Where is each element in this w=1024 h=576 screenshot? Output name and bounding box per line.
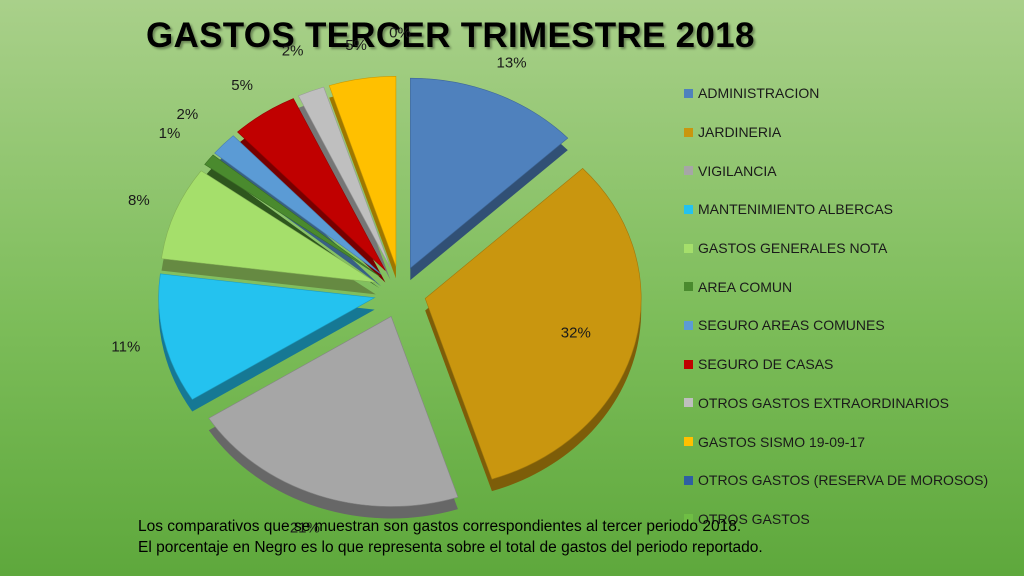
data-label-vigilancia: 21%: [290, 519, 320, 536]
legend-item-seguro-de-casas: SEGURO DE CASAS: [684, 345, 988, 384]
data-label-jardineria: 32%: [561, 324, 591, 341]
pie-chart: 13% 32% 21% 11% 8% 1% 2% 5% 2% 5% 0%: [111, 24, 642, 536]
data-label-mantenimiento-albercas: 11%: [111, 339, 140, 356]
data-label-otros-gastos-extraordinarios: 2%: [282, 43, 304, 60]
legend-item-otros-gastos-reserva-de-morosos: OTROS GASTOS (RESERVA DE MOROSOS): [684, 461, 988, 500]
legend-item-gastos-generales-nota: GASTOS GENERALES NOTA: [684, 229, 988, 268]
legend-item-mantenimiento-albercas: MANTENIMIENTO ALBERCAS: [684, 190, 988, 229]
legend-swatch: [684, 282, 693, 292]
slice-area-comun: [204, 154, 380, 277]
legend-label: SEGURO AREAS COMUNES: [698, 317, 885, 334]
legend-swatch: [684, 475, 693, 485]
slice-mantenimiento-albercas: [158, 273, 376, 400]
data-label-seguro-de-casas: 5%: [231, 77, 253, 94]
data-label-gastos-sismo-19-09-17: 5%: [345, 37, 367, 54]
legend-label: OTROS GASTOS (RESERVA DE MOROSOS): [698, 472, 989, 489]
legend-label: MANTENIMIENTO ALBERCAS: [698, 201, 894, 218]
legend-swatch: [684, 204, 693, 214]
pie-data-labels: 13% 32% 21% 11% 8% 1% 2% 5% 2% 5% 0%: [111, 24, 590, 536]
legend-item-vigilancia: VIGILANCIA: [684, 151, 988, 190]
legend-label: OTROS GASTOS EXTRAORDINARIOS: [698, 394, 950, 411]
data-label-seguro-areas-comunes: 2%: [177, 106, 199, 123]
legend-item-seguro-areas-comunes: SEGURO AREAS COMUNES: [684, 306, 988, 345]
legend-swatch: [684, 398, 693, 408]
chart-title: GASTOS TERCER TRIMESTRE 2018: [146, 16, 755, 55]
data-label-otros-gastos-reserva-de-morosos: 0%: [389, 24, 411, 41]
data-label-administracion: 13%: [497, 54, 527, 71]
legend-item-otros-gastos: OTROS GASTOS: [684, 500, 988, 539]
slice-jardineria: [424, 168, 642, 480]
legend-label: OTROS GASTOS: [698, 510, 810, 527]
slice-gastos-generales-nota: [161, 170, 376, 283]
legend-item-gastos-sismo-19-09-17: GASTOS SISMO 19-09-17: [684, 422, 988, 461]
legend-item-jardineria: JARDINERIA: [684, 113, 988, 152]
legend-label: AREA COMUN: [698, 278, 793, 295]
slice-vigilancia: [208, 316, 459, 507]
slice-gastos-sismo-19-09-17: [328, 76, 397, 267]
legend-swatch: [684, 127, 693, 137]
data-label-gastos-generales-nota: 8%: [128, 192, 150, 209]
legend-label: VIGILANCIA: [698, 162, 777, 179]
pie-slices: [158, 76, 642, 519]
chart-legend: ADMINISTRACION JARDINERIA VIGILANCIA MANTEN…: [684, 74, 988, 538]
slice-seguro-de-casas: [237, 98, 386, 271]
legend-item-otros-gastos-extraordinarios: OTROS GASTOS EXTRAORDINARIOS: [684, 384, 988, 423]
legend-item-area-comun: AREA COMUN: [684, 267, 988, 306]
legend-swatch: [684, 437, 693, 447]
slice-seguro-areas-comunes: [214, 135, 382, 275]
slice-side-otros-gastos-extraordinarios: [298, 99, 391, 280]
legend-swatch: [684, 320, 693, 330]
legend-swatch: [684, 514, 693, 524]
slice-administracion: [410, 77, 569, 269]
footnote: Los comparativos que se muestran son gas…: [138, 516, 763, 558]
legend-label: JARDINERIA: [698, 124, 782, 141]
legend-swatch: [684, 359, 693, 369]
legend-swatch: [684, 243, 693, 253]
legend-item-administracion: ADMINISTRACION: [684, 74, 988, 113]
legend-label: SEGURO DE CASAS: [698, 356, 834, 373]
footnote-line-1: Los comparativos que se muestran son gas…: [138, 518, 742, 535]
legend-swatch: [684, 166, 693, 176]
slice-otros-gastos-extraordinarios: [298, 86, 391, 268]
legend-label: ADMINISTRACION: [698, 85, 820, 102]
legend-label: GASTOS SISMO 19-09-17: [698, 433, 866, 450]
legend-label: GASTOS GENERALES NOTA: [698, 240, 888, 257]
legend-swatch: [684, 88, 693, 98]
data-label-area-comun: 1%: [159, 125, 181, 142]
footnote-line-2: El porcentaje en Negro es lo que represe…: [138, 539, 763, 556]
